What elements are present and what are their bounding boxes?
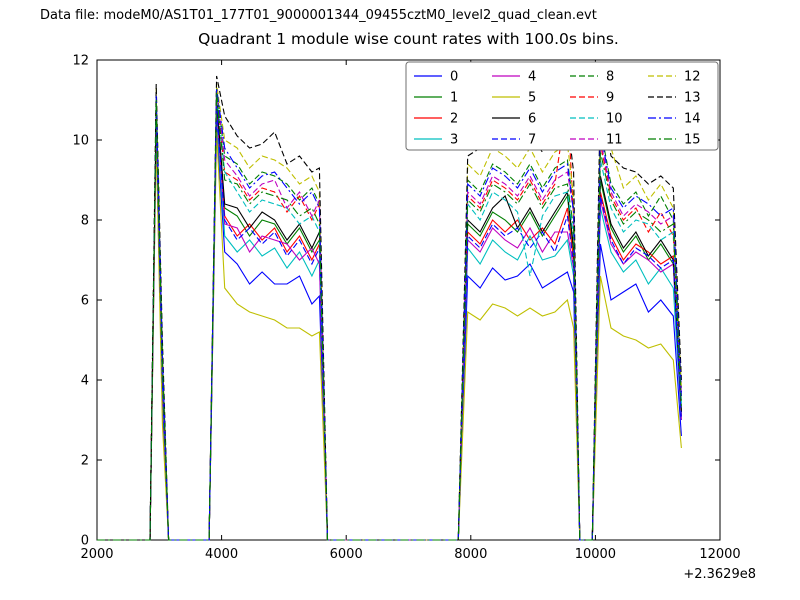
- legend-label-6: 6: [528, 112, 536, 127]
- x-tick-label: 12000: [699, 547, 740, 562]
- series-line-10: [97, 95, 682, 541]
- x-tick-label: 8000: [454, 547, 487, 562]
- legend-label-4: 4: [528, 70, 536, 85]
- x-tick-label: 4000: [205, 547, 238, 562]
- legend-label-12: 12: [684, 70, 701, 85]
- y-tick-label: 8: [81, 214, 89, 229]
- x-tick-label: 10000: [575, 547, 616, 562]
- x-axis-offset-label: +2.3629e8: [683, 567, 756, 582]
- legend-label-7: 7: [528, 133, 536, 148]
- y-tick-label: 10: [72, 134, 89, 149]
- legend-label-2: 2: [450, 112, 458, 127]
- y-tick-label: 4: [81, 374, 89, 389]
- y-tick-label: 2: [81, 454, 89, 469]
- legend-label-14: 14: [684, 112, 701, 127]
- legend-label-13: 13: [684, 91, 701, 106]
- legend-label-3: 3: [450, 133, 458, 148]
- series-line-5: [97, 131, 682, 541]
- legend-label-15: 15: [684, 133, 701, 148]
- series-line-15: [97, 91, 682, 541]
- legend-label-9: 9: [606, 91, 614, 106]
- chart-title: Quadrant 1 module wise count rates with …: [198, 30, 619, 48]
- x-tick-label: 6000: [330, 547, 363, 562]
- y-tick-label: 0: [81, 534, 89, 549]
- legend-label-8: 8: [606, 70, 614, 85]
- series-line-6: [97, 99, 682, 541]
- legend-label-1: 1: [450, 91, 458, 106]
- x-tick-label: 2000: [80, 547, 113, 562]
- legend-box: [405, 61, 719, 151]
- series-line-4: [97, 107, 682, 541]
- datafile-label: Data file: modeM0/AS1T01_177T01_90000013…: [40, 8, 597, 23]
- legend-label-0: 0: [450, 70, 458, 85]
- y-tick-label: 12: [72, 54, 89, 69]
- legend-label-11: 11: [606, 133, 623, 148]
- legend-label-5: 5: [528, 91, 536, 106]
- series-line-14: [97, 87, 682, 541]
- legend-label-10: 10: [606, 112, 623, 127]
- y-tick-label: 6: [81, 294, 89, 309]
- series-line-11: [97, 91, 682, 541]
- series-line-0: [97, 123, 682, 541]
